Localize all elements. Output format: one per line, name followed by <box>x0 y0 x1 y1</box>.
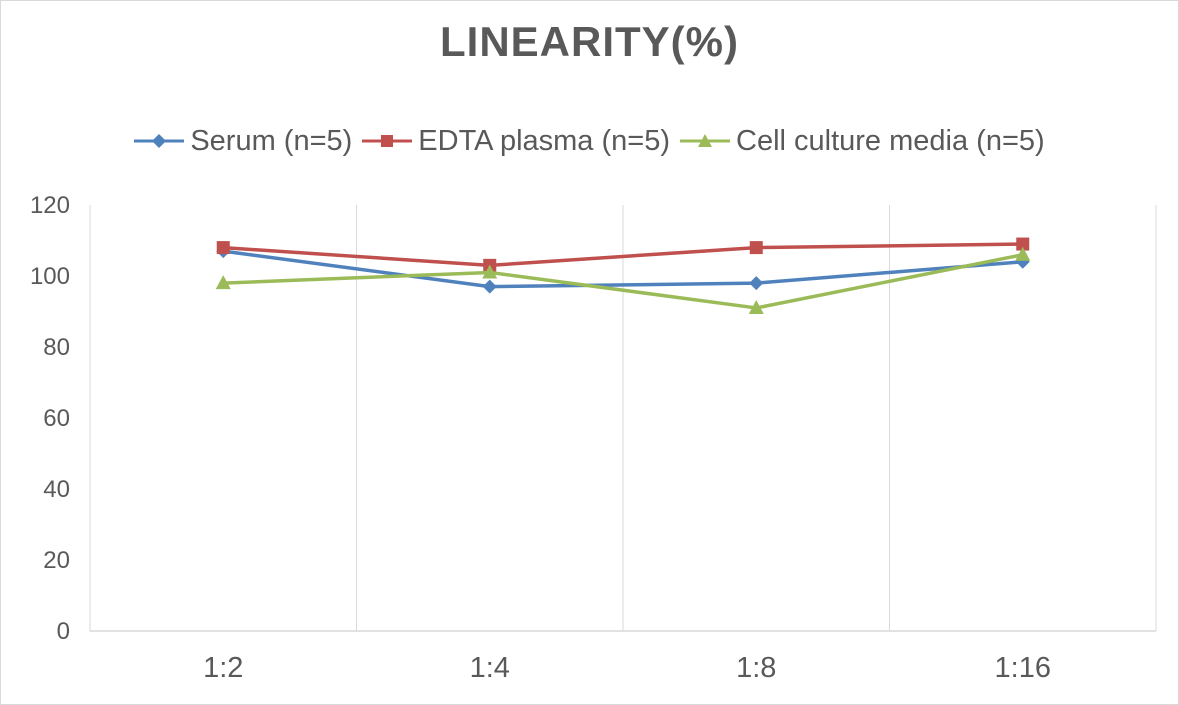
data-point-marker <box>1015 246 1031 261</box>
x-tick-label: 1:2 <box>203 652 243 684</box>
chart-title: LINEARITY(%) <box>440 18 739 65</box>
y-tick-label: 100 <box>30 263 70 290</box>
y-tick-label: 120 <box>30 192 70 219</box>
data-point-marker <box>216 241 230 255</box>
y-tick-label: 80 <box>43 334 70 361</box>
y-tick-label: 60 <box>43 405 70 432</box>
y-tick-label: 20 <box>43 547 70 574</box>
legend-marker-cell-culture-media <box>680 134 730 147</box>
legend-item-serum: Serum (n=5) <box>134 125 352 158</box>
y-tick-label: 40 <box>43 476 70 503</box>
legend-item-edta-plasma: EDTA plasma (n=5) <box>362 125 670 158</box>
x-tick-label: 1:4 <box>470 652 510 684</box>
legend-marker-edta-plasma <box>362 135 413 147</box>
data-point-marker <box>1015 254 1030 269</box>
data-point-marker <box>748 299 764 314</box>
x-tick-label: 1:16 <box>995 652 1051 684</box>
legend-label-edta-plasma: EDTA plasma (n=5) <box>418 124 670 157</box>
data-point-marker <box>215 275 231 290</box>
chart-legend: Serum (n=5) EDTA plasma (n=5) Cell cultu… <box>0 120 1179 162</box>
series-line-0 <box>223 249 1023 289</box>
data-point-marker <box>749 276 764 291</box>
y-tick-label: 0 <box>57 618 70 645</box>
data-point-marker <box>749 241 763 255</box>
data-point-marker <box>1016 237 1030 251</box>
data-point-marker <box>482 279 497 294</box>
x-tick-label: 1:8 <box>736 652 776 684</box>
legend-label-serum: Serum (n=5) <box>190 124 353 157</box>
series-line-1 <box>223 242 1023 268</box>
series-line-2 <box>223 252 1024 310</box>
legend-marker-serum <box>134 134 185 148</box>
data-point-marker <box>482 264 498 279</box>
legend-item-cell-culture-media: Cell culture media (n=5) <box>680 125 1045 158</box>
legend-label-cell-culture-media: Cell culture media (n=5) <box>736 124 1045 157</box>
